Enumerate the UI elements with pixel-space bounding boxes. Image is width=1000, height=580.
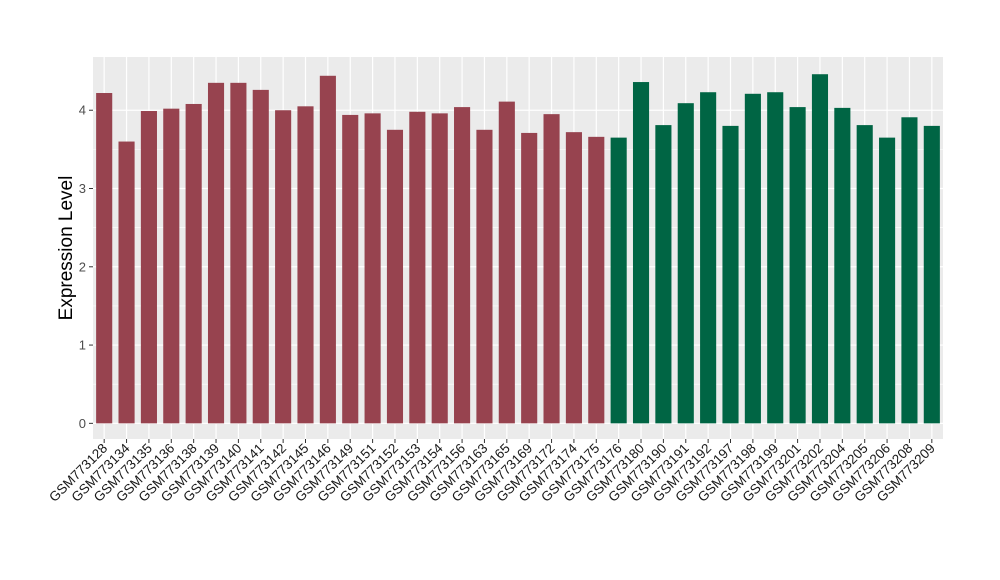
bar-GSM773163 xyxy=(476,129,493,424)
bar-GSM773145 xyxy=(297,106,314,424)
bar-GSM773140 xyxy=(230,82,247,424)
y-tick-label: 4 xyxy=(79,103,86,118)
bar-GSM773192 xyxy=(700,92,717,424)
bar-GSM773197 xyxy=(722,125,739,424)
bars xyxy=(96,74,940,424)
y-tick-label: 1 xyxy=(79,338,86,353)
bar-GSM773190 xyxy=(655,125,672,424)
y-axis-title: Expression Level xyxy=(56,176,77,321)
bar-GSM773135 xyxy=(140,111,157,424)
bar-GSM773152 xyxy=(386,129,404,424)
bar-GSM773128 xyxy=(96,93,113,424)
y-tick-label: 0 xyxy=(79,416,86,431)
bar-GSM773208 xyxy=(901,117,918,424)
bar-GSM773201 xyxy=(789,107,806,424)
bar-GSM773191 xyxy=(677,103,694,424)
bar-GSM773142 xyxy=(275,110,292,424)
bar-GSM773174 xyxy=(565,132,582,424)
bar-GSM773139 xyxy=(207,82,225,424)
bar-GSM773151 xyxy=(364,113,381,424)
bar-GSM773134 xyxy=(118,141,135,424)
bar-GSM773138 xyxy=(185,103,202,424)
bar-GSM773206 xyxy=(879,137,896,424)
bar-GSM773202 xyxy=(811,74,829,424)
bar-GSM773176 xyxy=(610,137,627,424)
bar-GSM773204 xyxy=(834,107,851,424)
bar-GSM773165 xyxy=(498,101,515,424)
bar-GSM773149 xyxy=(342,114,359,424)
bar-GSM773141 xyxy=(252,89,269,424)
bar-GSM773169 xyxy=(521,132,538,424)
bar-GSM773205 xyxy=(856,125,873,424)
bar-GSM773172 xyxy=(543,114,560,424)
bar-GSM773209 xyxy=(923,125,940,424)
bar-GSM773153 xyxy=(409,111,426,424)
bar-GSM773156 xyxy=(454,107,471,424)
bar-GSM773136 xyxy=(163,108,180,424)
bar-GSM773146 xyxy=(319,75,336,424)
x-axis: GSM773128GSM773134GSM773135GSM773136GSM7… xyxy=(46,439,938,505)
y-axis: 0 1 2 3 4 xyxy=(79,103,93,431)
y-tick-label: 3 xyxy=(79,181,86,196)
bar-GSM773198 xyxy=(744,93,761,424)
bar-GSM773154 xyxy=(431,113,448,424)
bar-GSM773180 xyxy=(632,82,650,424)
bar-GSM773175 xyxy=(588,136,605,424)
bar-GSM773199 xyxy=(767,92,784,424)
y-tick-label: 2 xyxy=(79,259,86,274)
